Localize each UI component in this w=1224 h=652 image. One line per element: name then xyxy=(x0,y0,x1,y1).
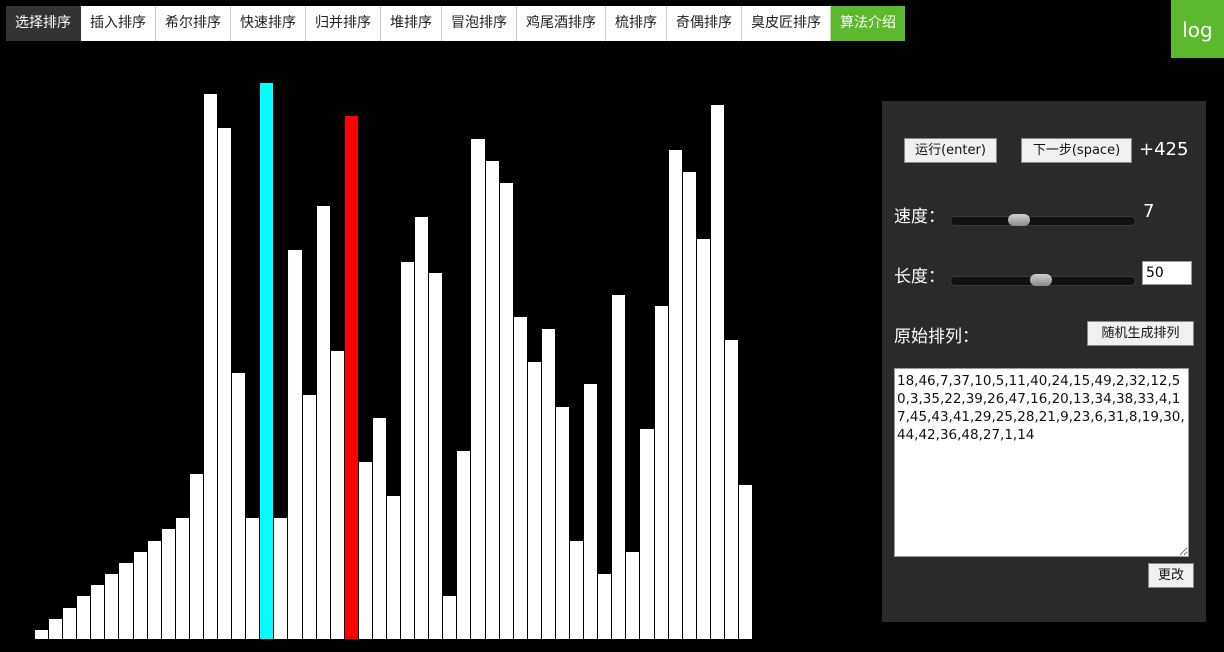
bar xyxy=(723,338,739,640)
original-array-label: 原始排列： xyxy=(894,327,979,347)
bar xyxy=(188,472,204,640)
bar xyxy=(611,294,627,640)
bar xyxy=(245,517,261,640)
bar xyxy=(583,383,599,640)
bar xyxy=(329,349,345,640)
original-array-textarea[interactable]: 18,46,7,37,10,5,11,40,24,15,49,2,32,12,5… xyxy=(894,368,1189,557)
bar xyxy=(526,361,542,640)
algorithm-tabs: 选择排序 插入排序 希尔排序 快速排序 归并排序 堆排序 冒泡排序 鸡尾酒排序 梳排序 奇偶排序臭… xyxy=(6,6,905,41)
bar xyxy=(400,260,416,640)
bar xyxy=(695,238,711,640)
bar xyxy=(540,327,556,640)
step-button[interactable]: 下一步(space) xyxy=(1021,138,1132,163)
bar xyxy=(343,115,359,640)
step-counter: +425 xyxy=(1139,139,1189,160)
length-label: 长度： xyxy=(894,267,945,287)
bar xyxy=(315,204,331,640)
bar xyxy=(442,595,458,640)
bar-visualization xyxy=(34,82,754,640)
bar xyxy=(484,160,500,640)
bar xyxy=(90,584,106,640)
bar xyxy=(667,148,683,640)
speed-value: 7 xyxy=(1143,201,1155,222)
speed-slider-knob[interactable] xyxy=(1008,214,1031,226)
bar xyxy=(273,517,289,640)
tab-0[interactable]: 选择排序 xyxy=(6,6,81,41)
bar xyxy=(118,561,134,640)
bar xyxy=(597,573,613,640)
run-button[interactable]: 运行(enter) xyxy=(904,138,997,163)
bar xyxy=(371,416,387,640)
bar xyxy=(132,550,148,640)
bar xyxy=(301,394,317,640)
change-button[interactable]: 更改 xyxy=(1148,563,1194,588)
bar xyxy=(357,461,373,640)
bar xyxy=(709,104,725,640)
bar xyxy=(625,550,641,640)
length-slider-knob[interactable] xyxy=(1029,274,1052,286)
bar xyxy=(428,271,444,640)
tab-7[interactable]: 鸡尾酒排序 xyxy=(517,6,606,41)
bar xyxy=(456,450,472,640)
tab-3[interactable]: 快速排序 xyxy=(231,6,306,41)
bar xyxy=(414,215,430,640)
bar xyxy=(470,137,486,640)
bar xyxy=(217,126,233,640)
random-generate-button[interactable]: 随机生成排列 xyxy=(1087,321,1194,346)
bar xyxy=(287,249,303,640)
bar xyxy=(34,628,50,640)
tab-1[interactable]: 插入排序 xyxy=(81,6,156,41)
tab-10[interactable]: 臭皮匠排序 xyxy=(742,6,831,41)
bar xyxy=(639,427,655,640)
bar xyxy=(174,517,190,640)
bar xyxy=(202,93,219,640)
bar xyxy=(738,483,754,640)
log-button[interactable]: log xyxy=(1171,0,1224,58)
tab-8[interactable]: 梳排序 xyxy=(606,6,667,41)
tab-4[interactable]: 归并排序 xyxy=(306,6,381,41)
bar xyxy=(653,305,669,640)
tab-2[interactable]: 希尔排序 xyxy=(156,6,231,41)
bar xyxy=(259,82,275,640)
length-slider[interactable] xyxy=(950,274,1136,286)
tab-11[interactable]: 算法介绍 xyxy=(831,6,905,41)
speed-label: 速度： xyxy=(894,207,945,227)
bar xyxy=(146,539,162,640)
bar xyxy=(681,171,697,640)
tab-5[interactable]: 堆排序 xyxy=(381,6,442,41)
bar xyxy=(62,606,78,640)
speed-slider[interactable] xyxy=(950,214,1136,226)
tab-6[interactable]: 冒泡排序 xyxy=(442,6,517,41)
bar xyxy=(512,316,528,640)
bar xyxy=(76,595,92,640)
control-panel: 运行(enter) 下一步(space) +425 速度： 7 长度： 原始排列… xyxy=(882,101,1206,622)
bar xyxy=(231,372,247,640)
bar xyxy=(569,539,585,640)
bar xyxy=(386,494,402,640)
bar xyxy=(498,182,514,640)
bar xyxy=(160,528,176,640)
bar xyxy=(104,573,120,640)
length-input[interactable] xyxy=(1142,261,1192,285)
tab-9[interactable]: 奇偶排序 xyxy=(667,6,742,41)
bar xyxy=(554,405,571,640)
bar xyxy=(48,617,64,640)
